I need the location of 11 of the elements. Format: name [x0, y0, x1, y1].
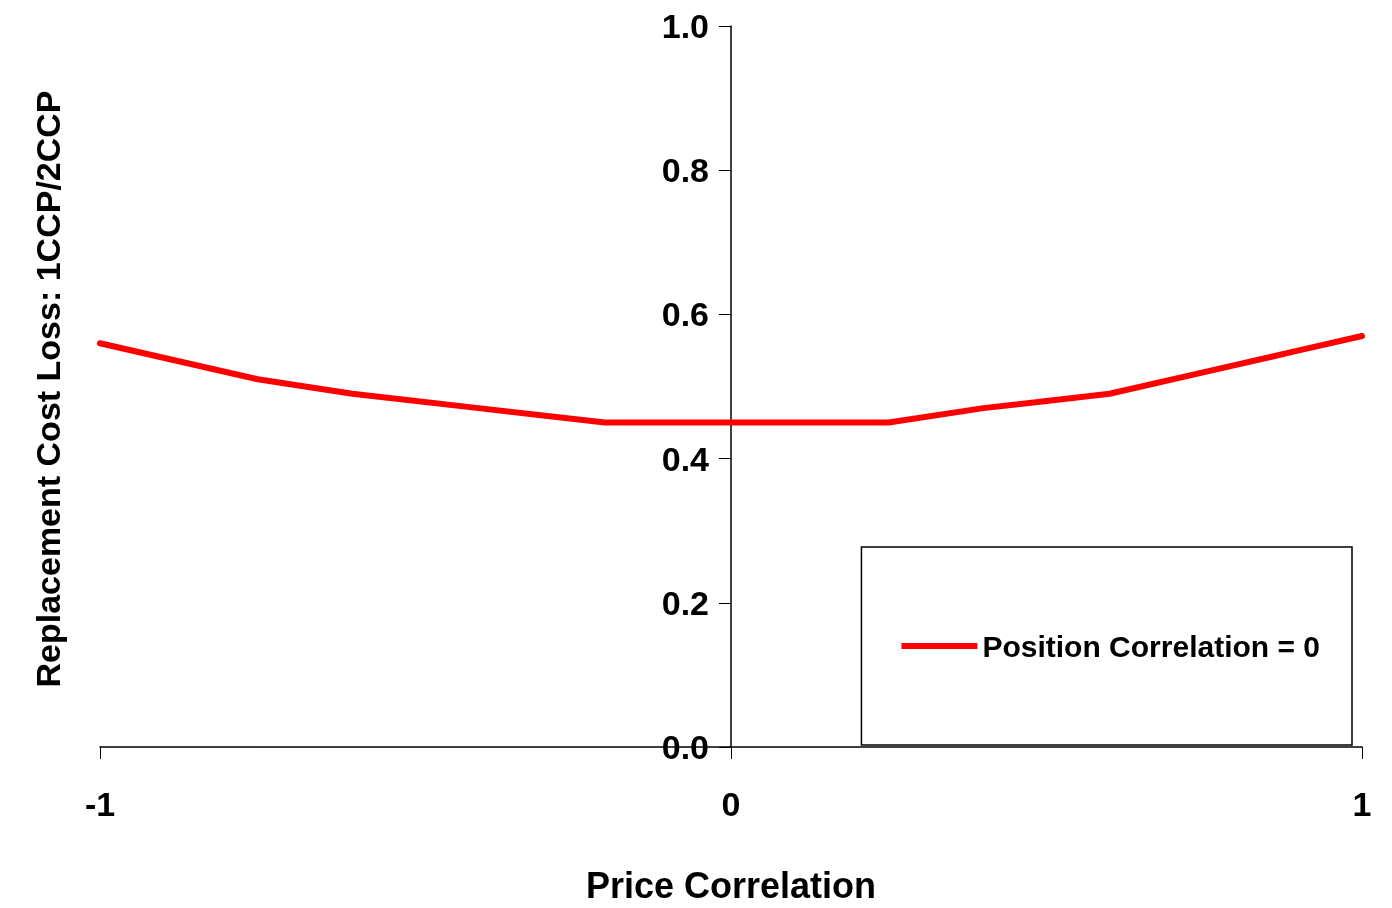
- x-axis-title: Price Correlation: [585, 864, 877, 906]
- legend-label: Position Correlation = 0: [982, 629, 1320, 663]
- y-tick-label: 0.8: [661, 151, 709, 190]
- y-tick-label: 0.4: [661, 439, 710, 478]
- x-tick-label: 1: [1352, 785, 1372, 823]
- y-tick-label: 0.2: [661, 583, 709, 622]
- y-tick-label: 1.0: [661, 7, 709, 45]
- y-axis-title: Replacement Cost Loss: 1CCP/2CCP: [29, 90, 67, 688]
- x-tick-label: -1: [84, 785, 116, 823]
- y-tick-label: 0.6: [661, 295, 709, 334]
- x-tick-label: 0: [721, 785, 741, 823]
